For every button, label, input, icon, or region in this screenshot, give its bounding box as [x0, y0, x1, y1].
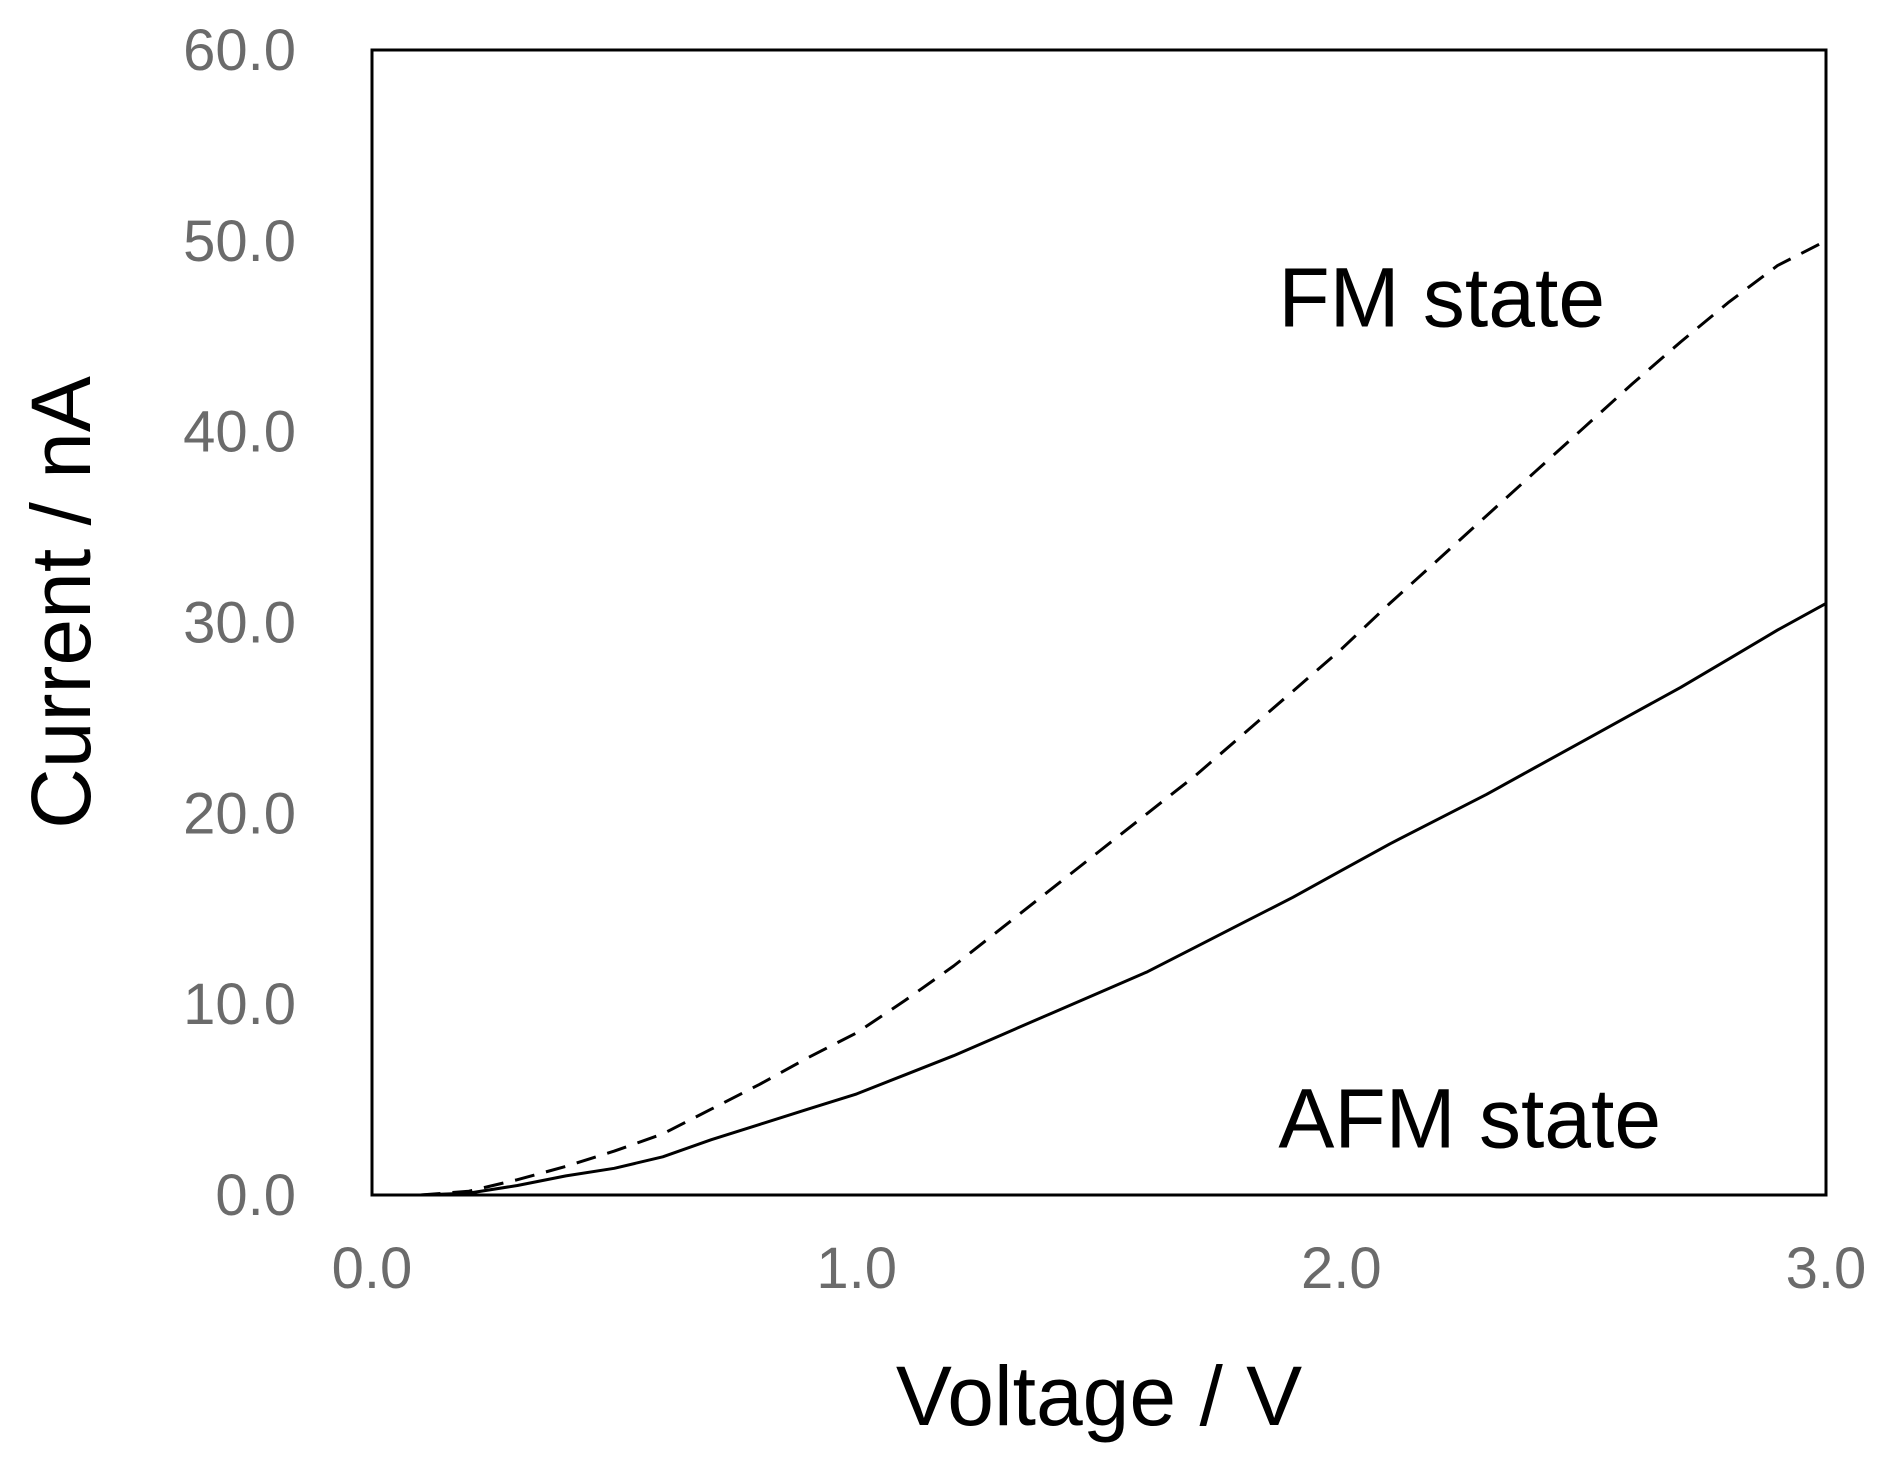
afm-state-label: AFM state	[1278, 1071, 1661, 1165]
x-tick-label: 3.0	[1786, 1236, 1867, 1301]
y-tick-label: 0.0	[215, 1163, 296, 1228]
annotations: FM state AFM state	[1278, 251, 1661, 1166]
y-tick-label: 50.0	[183, 209, 296, 274]
x-tick-labels: 0.0 1.0 2.0 3.0	[332, 1236, 1867, 1301]
x-tick-label: 1.0	[816, 1236, 897, 1301]
x-tick-label: 0.0	[332, 1236, 413, 1301]
y-tick-label: 10.0	[183, 972, 296, 1037]
y-tick-label: 40.0	[183, 400, 296, 465]
series-layer	[420, 239, 1827, 1197]
x-axis-label: Voltage / V	[896, 1349, 1302, 1443]
y-tick-label: 20.0	[183, 781, 296, 846]
y-tick-label: 30.0	[183, 591, 296, 656]
fm-state-label: FM state	[1278, 251, 1605, 345]
y-tick-labels: 0.0 10.0 20.0 30.0 40.0 50.0 60.0	[183, 18, 296, 1228]
fm-state-line	[420, 239, 1827, 1197]
x-tick-label: 2.0	[1301, 1236, 1382, 1301]
y-tick-label: 60.0	[183, 18, 296, 83]
afm-state-line	[420, 602, 1827, 1197]
plot-frame	[370, 48, 1828, 1197]
y-axis-label: Current / nA	[14, 376, 108, 829]
